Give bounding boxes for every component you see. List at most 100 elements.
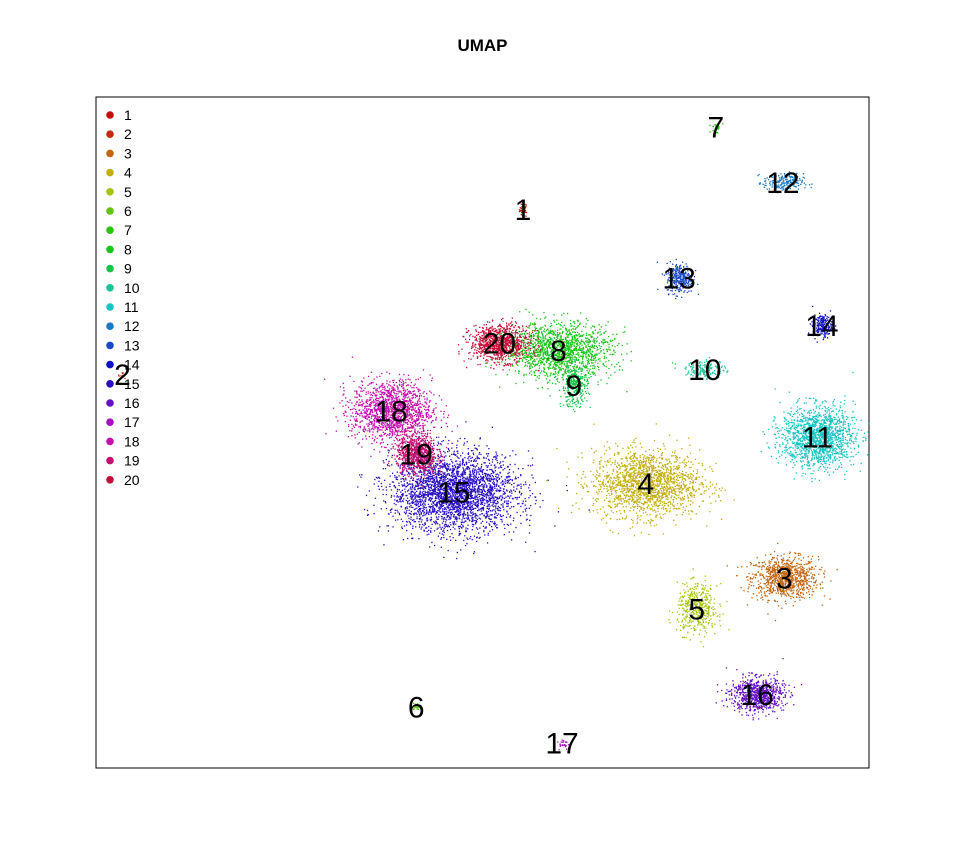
- point: [605, 361, 607, 363]
- point: [652, 490, 654, 492]
- point: [628, 463, 630, 466]
- point: [686, 614, 688, 616]
- point: [681, 492, 683, 495]
- point: [676, 456, 678, 459]
- point: [687, 497, 689, 499]
- point: [592, 362, 594, 364]
- point: [562, 389, 565, 391]
- point: [583, 351, 585, 353]
- point: [805, 583, 808, 585]
- point: [533, 335, 535, 337]
- point: [658, 472, 660, 475]
- point: [789, 572, 792, 574]
- point: [652, 499, 654, 501]
- point: [760, 597, 762, 599]
- point: [618, 532, 620, 535]
- point: [579, 390, 581, 392]
- point: [632, 485, 634, 487]
- point: [688, 486, 690, 488]
- point: [648, 468, 650, 471]
- point: [639, 465, 641, 468]
- point: [678, 487, 680, 490]
- point: [634, 476, 637, 478]
- point: [683, 474, 685, 477]
- point: [693, 627, 695, 629]
- point: [649, 490, 651, 493]
- point: [521, 214, 523, 216]
- point: [641, 481, 643, 483]
- point: [599, 473, 601, 475]
- point: [646, 472, 648, 474]
- point: [683, 481, 685, 483]
- point: [644, 466, 646, 468]
- point: [707, 612, 710, 615]
- point: [703, 492, 705, 494]
- point: [774, 581, 776, 583]
- point: [701, 614, 704, 616]
- point: [769, 567, 771, 569]
- point: [575, 401, 577, 403]
- point: [538, 369, 540, 371]
- point: [607, 500, 610, 502]
- point: [560, 368, 562, 370]
- point: [685, 620, 687, 622]
- point: [126, 371, 129, 373]
- point: [619, 510, 621, 512]
- point: [685, 617, 687, 619]
- point: [565, 400, 567, 402]
- point: [684, 458, 686, 460]
- point: [609, 339, 612, 341]
- point: [712, 129, 714, 132]
- point: [665, 484, 668, 486]
- point: [697, 600, 699, 603]
- point: [643, 522, 645, 524]
- point: [806, 568, 808, 570]
- point: [672, 482, 674, 484]
- point: [780, 582, 782, 585]
- point: [715, 132, 718, 134]
- point: [591, 344, 593, 346]
- point: [558, 353, 560, 355]
- point: [688, 489, 690, 491]
- point: [656, 484, 658, 486]
- point: [657, 476, 659, 478]
- point: [579, 342, 581, 344]
- point: [695, 613, 697, 615]
- point: [521, 350, 524, 352]
- point: [610, 486, 612, 488]
- point: [539, 350, 542, 352]
- point: [698, 505, 700, 508]
- point: [687, 488, 689, 490]
- point: [549, 330, 552, 332]
- point: [695, 610, 697, 612]
- point: [535, 369, 537, 371]
- point: [577, 325, 579, 327]
- point: [599, 485, 601, 487]
- point: [608, 348, 610, 350]
- point: [573, 342, 576, 344]
- point: [666, 478, 668, 480]
- point: [532, 335, 535, 338]
- point: [547, 381, 549, 383]
- point: [681, 604, 683, 606]
- point: [571, 369, 573, 371]
- point: [581, 452, 583, 454]
- point: [615, 442, 617, 445]
- point: [794, 578, 797, 580]
- point: [543, 340, 545, 342]
- point: [623, 477, 626, 479]
- point: [541, 361, 543, 363]
- point: [701, 500, 704, 503]
- point: [644, 474, 646, 477]
- point: [624, 489, 626, 491]
- point: [571, 375, 573, 377]
- point: [536, 317, 538, 320]
- point: [709, 481, 711, 483]
- point: [646, 514, 648, 516]
- point: [678, 613, 680, 616]
- point: [801, 571, 803, 574]
- point: [653, 456, 655, 458]
- point: [556, 335, 558, 337]
- point: [586, 383, 589, 385]
- point: [802, 580, 804, 582]
